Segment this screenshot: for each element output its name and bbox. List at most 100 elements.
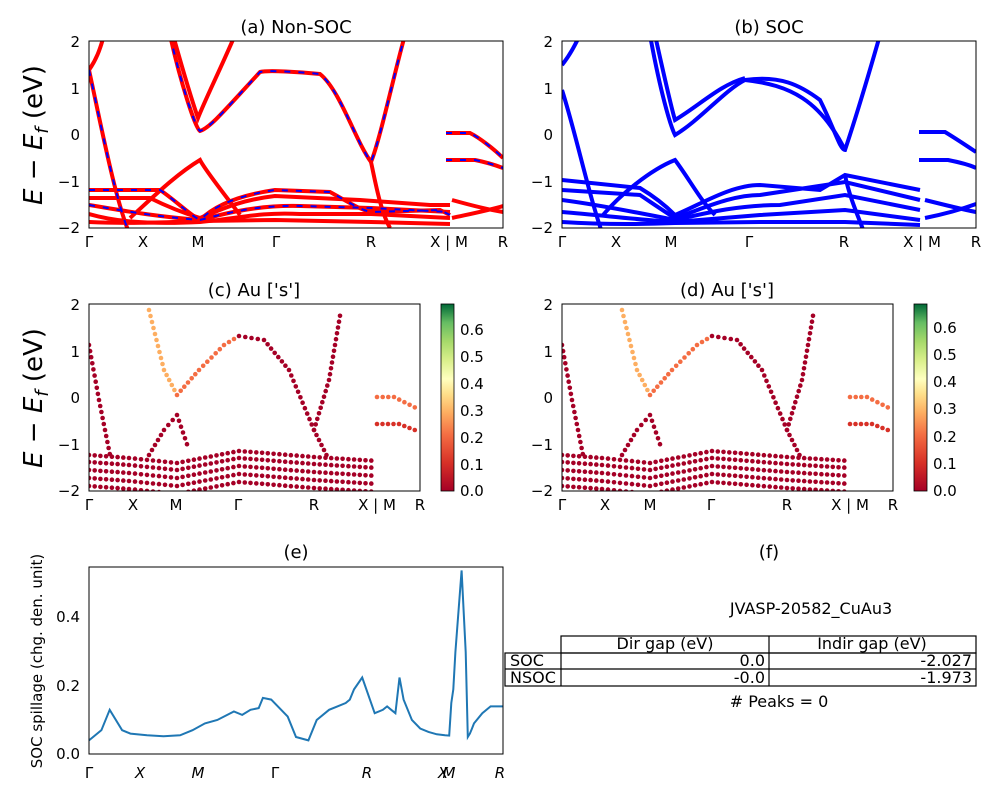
band-dot [624, 325, 629, 331]
band-dot [412, 427, 418, 433]
band-dot [842, 473, 847, 478]
band-dot [659, 489, 664, 491]
band-dot [231, 336, 237, 342]
panel-b-title: (b) SOC [734, 17, 803, 38]
band-dot [568, 391, 574, 397]
band-dot [132, 456, 138, 461]
band-dot [327, 371, 333, 377]
band-dot [289, 373, 294, 378]
band-dot [174, 412, 180, 418]
band-dot [155, 343, 161, 349]
band-dot [182, 436, 188, 441]
band-dot [830, 464, 836, 470]
band-dot [302, 405, 308, 411]
band-dot [149, 319, 155, 325]
band-dot [93, 379, 98, 385]
band-dot [784, 469, 790, 475]
band-dot [715, 449, 721, 454]
band-dot [369, 473, 374, 478]
band-dot [744, 458, 749, 464]
band-dot [787, 432, 792, 438]
band-dot [169, 491, 174, 496]
band-dot [265, 451, 271, 456]
band-dot [305, 485, 311, 490]
band-dot [317, 486, 323, 491]
panel-d-yticks: 2 1 0 −1 −2 [531, 296, 553, 500]
band-dot [782, 422, 787, 427]
band-dot [780, 416, 785, 422]
band-dot [588, 454, 593, 460]
svg-text:Γ: Γ [85, 496, 94, 514]
band-dot [138, 464, 144, 469]
band-dot [332, 342, 338, 348]
band-dot [824, 488, 830, 491]
band-dot [681, 461, 687, 466]
band-dot [259, 481, 265, 487]
band-dot [351, 480, 357, 485]
band-dot [698, 457, 703, 463]
band-dot [629, 465, 635, 471]
svg-text:M: M [665, 233, 678, 251]
band-dot [276, 354, 281, 360]
band-dot [253, 457, 259, 462]
band-dot [571, 453, 576, 459]
band-dot [709, 333, 715, 339]
band-dot [186, 489, 191, 491]
band-dot [830, 480, 836, 486]
band-dot [92, 460, 97, 465]
panel-e-frame [88, 566, 504, 755]
band-dot [168, 467, 174, 472]
band-dot [732, 473, 738, 479]
band-dot [625, 331, 631, 337]
band-dot [692, 483, 698, 488]
band-dot [716, 334, 721, 340]
band-dot [294, 484, 300, 489]
svg-text:0.4: 0.4 [933, 373, 957, 391]
band-dot [830, 488, 836, 491]
band-dot [773, 400, 778, 406]
material-id: JVASP-20582_CuAu3 [729, 599, 892, 619]
band-dot [323, 486, 328, 491]
band-dot [321, 447, 327, 453]
band-dot [162, 482, 168, 488]
svg-text:X: X [138, 233, 148, 251]
band-dot [317, 455, 323, 460]
band-dot [794, 394, 800, 400]
band-dot [217, 346, 223, 352]
svg-text:0.4: 0.4 [56, 608, 80, 626]
band-dot [144, 457, 150, 463]
band-dot [255, 336, 261, 342]
band-dot [738, 482, 744, 487]
band-dot [138, 457, 144, 462]
band-dot [576, 454, 582, 459]
band-dot [641, 467, 647, 472]
band-dot [611, 488, 617, 491]
band-dot [594, 478, 599, 483]
band-dot [253, 481, 259, 486]
band-dot [628, 437, 634, 443]
band-dot [103, 469, 109, 474]
band-dot [639, 422, 644, 428]
band-dot [666, 371, 671, 377]
band-dot [97, 403, 103, 409]
band-dot [138, 480, 144, 485]
band-dot [160, 361, 165, 367]
band-dot [778, 454, 784, 459]
band-dot [369, 465, 374, 470]
table-row-nsoc-indir: -1.973 [920, 668, 972, 687]
band-dot [617, 488, 623, 491]
band-dot [800, 371, 806, 377]
panel-a-frame [88, 40, 504, 229]
band-dot [605, 463, 611, 468]
band-dot [778, 485, 784, 490]
band-dot [623, 481, 629, 486]
band-dot [294, 468, 300, 473]
band-dot [242, 464, 248, 469]
band-dot [562, 475, 565, 481]
band-dot [146, 452, 152, 458]
band-dot [357, 488, 363, 491]
band-dot [653, 482, 658, 488]
band-dot [161, 367, 167, 373]
band-dot [288, 483, 294, 489]
band-dot [180, 459, 185, 465]
